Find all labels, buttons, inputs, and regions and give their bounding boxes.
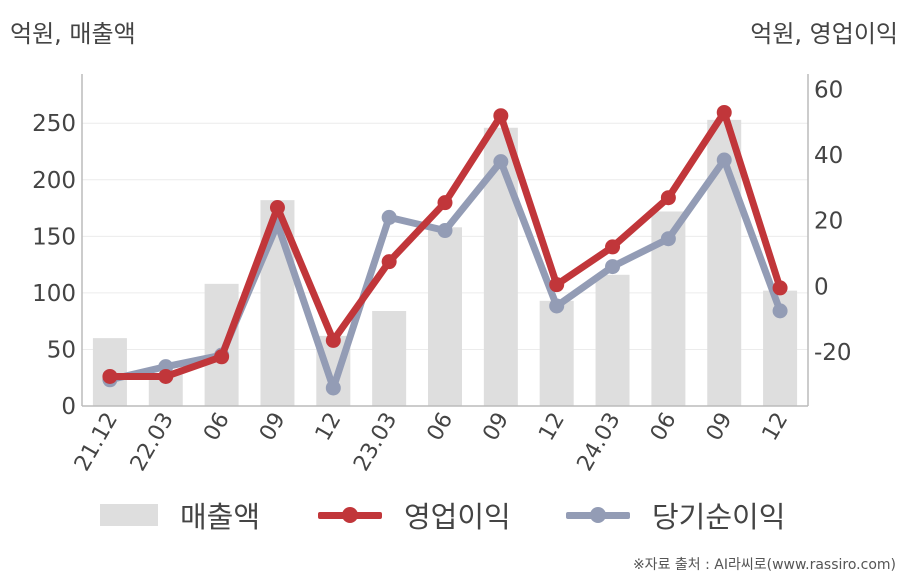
op-profit-swatch	[318, 504, 382, 526]
revenue-bar	[539, 300, 574, 406]
y-left-tick-label: 200	[32, 168, 76, 194]
y-left-tick-label: 250	[32, 111, 76, 137]
op-profit-point	[381, 254, 397, 270]
net-profit-point	[325, 380, 341, 396]
y-right-tick-label: 40	[814, 143, 843, 169]
op-profit-point	[493, 108, 509, 124]
legend-label-op-profit: 영업이익	[404, 500, 511, 534]
net-profit-point	[381, 209, 397, 225]
op-profit-point	[772, 280, 788, 296]
x-tick-label: 06	[423, 409, 459, 446]
net-profit-point	[493, 154, 509, 170]
legend-item-revenue: 매출액	[100, 492, 260, 538]
x-tick-label: 06	[199, 409, 235, 446]
y-right-tick-label: 60	[814, 77, 843, 103]
net-profit-point	[660, 231, 676, 247]
net-profit-point	[772, 303, 788, 319]
op-profit-point	[325, 332, 341, 348]
x-tick-label: 12	[311, 409, 347, 446]
net-profit-swatch	[566, 504, 630, 526]
net-profit-point	[605, 259, 621, 275]
op-profit-point	[102, 368, 118, 384]
y-right-tick-label: 0	[814, 274, 829, 300]
op-profit-point	[158, 368, 174, 384]
x-tick-label: 21.12	[70, 409, 123, 476]
op-profit-point	[549, 277, 565, 293]
net-profit-point	[549, 298, 565, 314]
legend-label-revenue: 매출액	[180, 500, 261, 534]
legend-label-net-profit: 당기순이익	[652, 500, 786, 534]
x-tick-label: 09	[478, 409, 514, 446]
op-profit-point	[605, 239, 621, 255]
legend: 매출액 영업이익 당기순이익	[0, 492, 908, 538]
x-tick-label: 12	[758, 409, 794, 446]
y-left-tick-label: 50	[47, 337, 76, 363]
revenue-bar	[204, 283, 239, 406]
revenue-bar	[595, 274, 630, 406]
legend-item-op-profit: 영업이익	[318, 492, 511, 538]
op-profit-point	[214, 349, 230, 365]
source-note: ※자료 출처 : AI라씨로(www.rassiro.com)	[632, 557, 896, 573]
right-axis-unit: 억원, 영업이익	[750, 20, 898, 48]
y-left-tick-label: 150	[32, 224, 76, 250]
op-profit-point	[660, 190, 676, 206]
net-profit-point	[716, 152, 732, 168]
y-left-tick-label: 100	[32, 281, 76, 307]
op-profit-point	[716, 104, 732, 120]
x-tick-label: 23.03	[349, 409, 402, 476]
x-tick-label: 24.03	[573, 409, 626, 476]
combo-chart: 0 50 100 150 200 250 -20 0 20 40 60 21.12 22.03 06 09 1…	[32, 74, 852, 476]
line-layer	[102, 104, 788, 396]
revenue-bar	[372, 310, 407, 406]
net-profit-point	[437, 223, 453, 239]
y-left-tick-label: 0	[61, 394, 76, 420]
x-tick-label: 12	[534, 409, 570, 446]
y-right-tick-label: 20	[814, 209, 843, 235]
x-tick-label: 22.03	[126, 409, 179, 476]
axis-layer	[81, 74, 809, 407]
op-profit-point	[269, 200, 285, 216]
op-profit-point	[437, 195, 453, 211]
y-right-tick-label: -20	[814, 340, 852, 366]
revenue-bar	[428, 227, 462, 406]
x-tick-label: 06	[646, 409, 682, 446]
x-tick-label: 09	[702, 409, 738, 446]
x-tick-label: 09	[255, 409, 291, 446]
legend-item-net-profit: 당기순이익	[566, 492, 785, 538]
revenue-swatch	[100, 504, 158, 526]
left-axis-unit: 억원, 매출액	[10, 20, 136, 48]
